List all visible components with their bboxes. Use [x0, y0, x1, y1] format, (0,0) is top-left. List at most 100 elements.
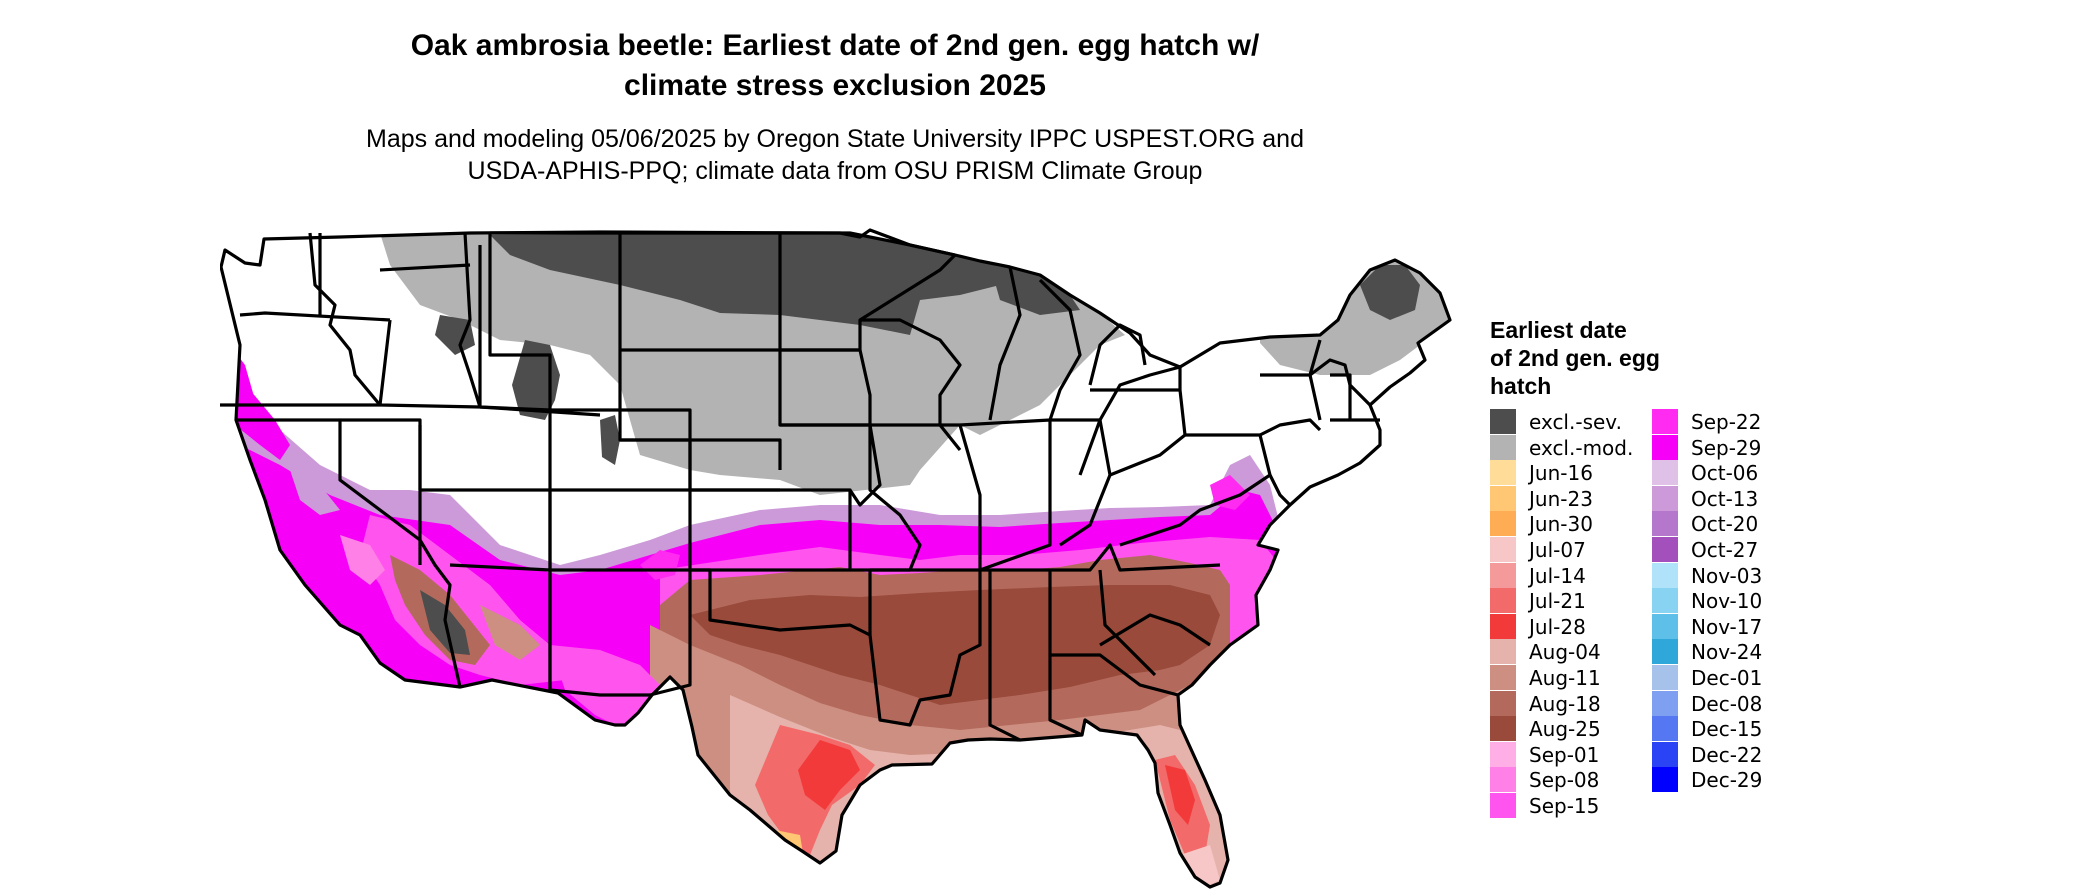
legend-item: Oct-27: [1652, 537, 1832, 563]
legend-item: Nov-24: [1652, 639, 1832, 665]
legend-label: Jul-21: [1529, 589, 1586, 614]
us-map: [220, 228, 1452, 889]
legend-item: Jul-28: [1490, 613, 1670, 640]
legend-label: Dec-29: [1691, 768, 1763, 793]
legend-label: Aug-04: [1529, 640, 1601, 665]
legend-item: Aug-04: [1490, 639, 1670, 665]
legend-item: Aug-11: [1490, 665, 1670, 691]
legend-label: Oct-27: [1691, 538, 1759, 562]
legend-swatch: [1490, 511, 1516, 537]
legend-swatch: [1490, 613, 1516, 639]
legend-label: Jun-30: [1529, 512, 1593, 537]
legend-item: Sep-29: [1652, 434, 1832, 461]
legend-label: Sep-29: [1691, 435, 1762, 460]
legend-label: Sep-08: [1529, 768, 1600, 793]
legend-swatch: [1490, 562, 1516, 588]
legend-item: Dec-22: [1652, 741, 1832, 768]
map-subtitle-line-1: Maps and modeling 05/06/2025 by Oregon S…: [366, 125, 1304, 153]
legend-item: Oct-06: [1652, 460, 1832, 486]
legend-item: Dec-01: [1652, 665, 1832, 691]
legend-label: Dec-15: [1691, 717, 1763, 742]
legend-item: excl.-sev.: [1490, 409, 1670, 435]
legend-swatch: [1652, 741, 1678, 767]
legend-item: Aug-18: [1490, 690, 1670, 717]
legend-item: Jun-23: [1490, 485, 1670, 512]
map-title: Oak ambrosia beetle: Earliest date of 2n…: [300, 26, 1370, 106]
legend-label: Nov-10: [1691, 589, 1763, 614]
legend-label: Aug-25: [1529, 717, 1601, 742]
legend-label: Dec-01: [1691, 666, 1763, 690]
legend-label: Nov-24: [1691, 640, 1763, 665]
legend-swatch: [1490, 588, 1516, 614]
legend-label: Dec-22: [1691, 742, 1763, 767]
legend-title-line: Earliest date: [1490, 317, 1627, 343]
legend-label: Nov-03: [1691, 563, 1763, 588]
legend-swatch: [1652, 716, 1678, 742]
legend-swatch: [1490, 409, 1516, 434]
legend-label: Sep-15: [1529, 794, 1600, 818]
legend-label: Sep-01: [1529, 742, 1600, 767]
legend-item: Nov-10: [1652, 588, 1832, 614]
legend-label: Aug-18: [1529, 691, 1601, 716]
map-subtitle-line-2: USDA-APHIS-PPQ; climate data from OSU PR…: [467, 157, 1203, 185]
legend-item: Jun-16: [1490, 460, 1670, 486]
legend-label: Jun-16: [1529, 461, 1593, 486]
legend-item: Dec-15: [1652, 716, 1832, 742]
legend-swatch: [1652, 434, 1678, 460]
legend-swatch: [1652, 690, 1678, 716]
legend-label: Aug-11: [1529, 666, 1601, 690]
map-title-line-2: climate stress exclusion 2025: [624, 69, 1046, 102]
legend-title-line: hatch: [1490, 373, 1552, 399]
legend-label: Dec-08: [1691, 691, 1763, 716]
legend-swatch: [1490, 767, 1516, 793]
legend-item: Nov-03: [1652, 562, 1832, 589]
legend-swatch: [1652, 537, 1678, 562]
legend-label: Oct-06: [1691, 461, 1759, 486]
legend-item: Sep-15: [1490, 793, 1670, 819]
legend-swatch: [1490, 485, 1516, 511]
legend-swatch: [1652, 613, 1678, 639]
legend-swatch: [1490, 665, 1516, 690]
legend-item: Jul-14: [1490, 562, 1670, 589]
legend-item: Sep-08: [1490, 767, 1670, 793]
legend-item: Jun-30: [1490, 511, 1670, 537]
legend-swatch: [1490, 716, 1516, 742]
legend-swatch: [1490, 639, 1516, 665]
map-title-line-1: Oak ambrosia beetle: Earliest date of 2n…: [410, 29, 1260, 62]
legend-title-line: of 2nd gen. egg: [1490, 345, 1660, 371]
legend-swatch: [1652, 460, 1678, 486]
legend-item: Aug-25: [1490, 716, 1670, 742]
legend-swatch: [1490, 434, 1516, 460]
legend-label: Nov-17: [1691, 614, 1763, 639]
legend-item: Oct-20: [1652, 511, 1832, 537]
legend-swatch: [1490, 460, 1516, 486]
legend-swatch: [1652, 562, 1678, 588]
legend-item: Oct-13: [1652, 485, 1832, 512]
legend-label: Jul-28: [1529, 614, 1586, 639]
legend-swatch: [1652, 511, 1678, 537]
legend-title: Earliest date of 2nd gen. egg hatch: [1490, 316, 1720, 400]
legend-swatch: [1490, 793, 1516, 818]
legend-swatch: [1652, 409, 1678, 434]
legend-item: Jul-21: [1490, 588, 1670, 614]
legend-item: Dec-08: [1652, 690, 1832, 717]
legend-label: Sep-22: [1691, 410, 1762, 434]
legend-label: Jun-23: [1529, 486, 1593, 511]
legend-swatch: [1652, 767, 1678, 793]
legend-item: Sep-22: [1652, 409, 1832, 435]
legend-swatch: [1490, 690, 1516, 716]
legend-swatch: [1652, 639, 1678, 665]
legend-swatch: [1490, 741, 1516, 767]
legend-item: Jul-07: [1490, 537, 1670, 563]
legend-label: excl.-mod.: [1529, 435, 1634, 460]
legend-item: Dec-29: [1652, 767, 1832, 793]
legend-item: Sep-01: [1490, 741, 1670, 768]
legend-label: Jul-14: [1529, 563, 1586, 588]
legend-item: Nov-17: [1652, 613, 1832, 640]
legend-label: Jul-07: [1529, 538, 1586, 562]
legend-label: excl.-sev.: [1529, 410, 1622, 434]
legend-swatch: [1652, 665, 1678, 690]
legend-item: excl.-mod.: [1490, 434, 1670, 461]
legend-label: Oct-13: [1691, 486, 1759, 511]
legend-swatch: [1490, 537, 1516, 562]
